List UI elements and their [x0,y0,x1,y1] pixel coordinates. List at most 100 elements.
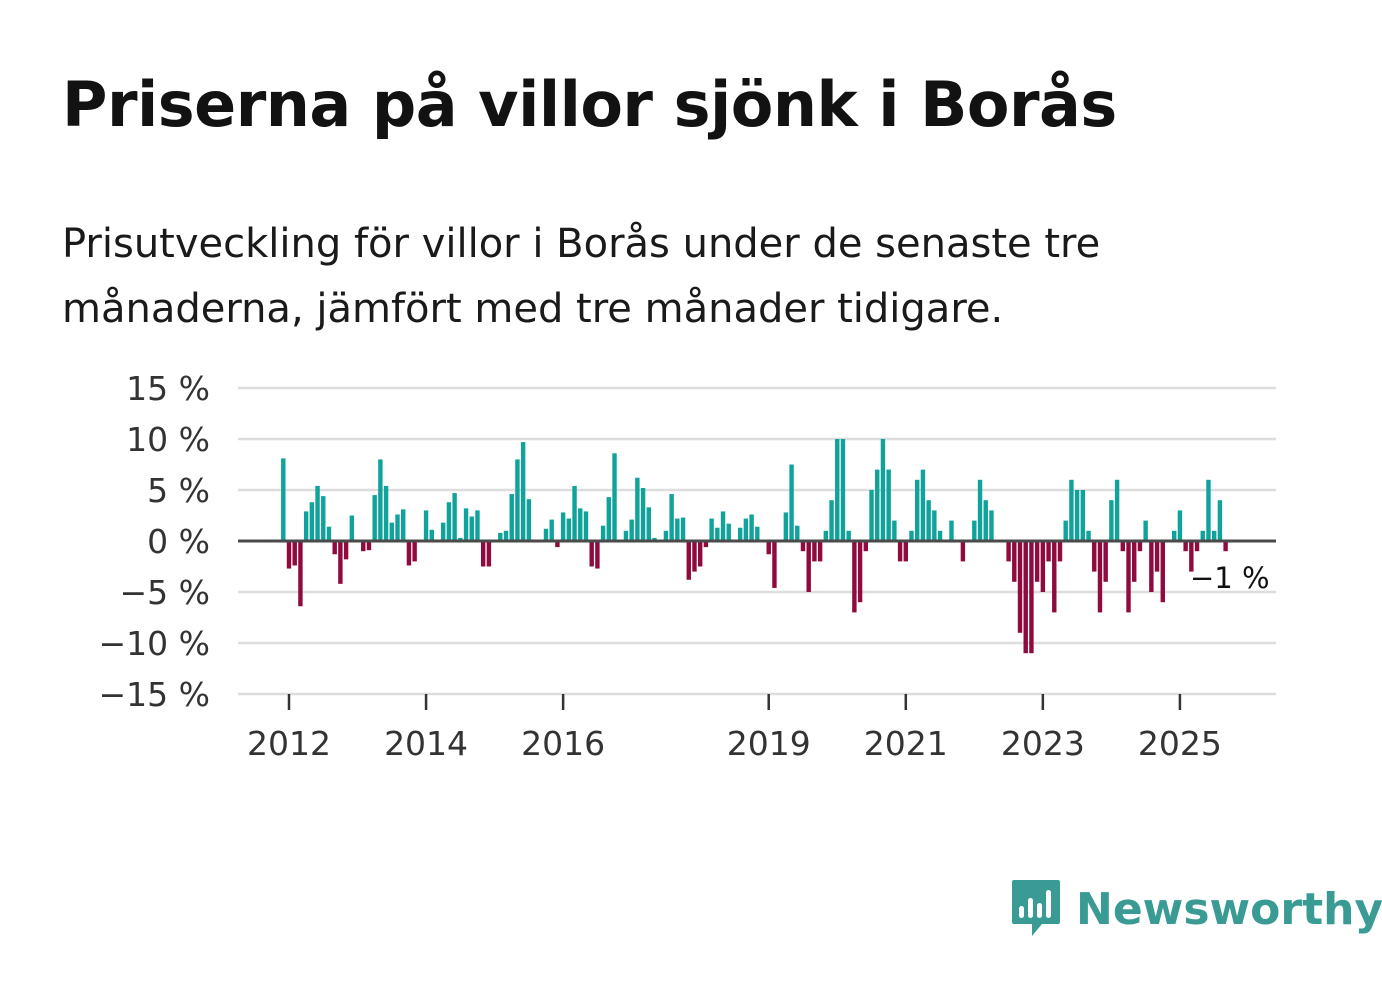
bar [800,541,806,552]
bar [281,458,286,541]
bar [378,459,383,541]
y-axis-labels: 15 % 10 % 5 % 0 % −5 % −10 % −15 % [99,369,211,714]
bar [498,532,503,541]
bar [817,541,823,562]
bar [1034,541,1040,582]
y-tick-label: −5 % [120,573,211,612]
bar [1097,541,1103,613]
bar [429,529,434,541]
bar [840,439,846,541]
bar [869,490,874,541]
bar [560,512,566,541]
bar [458,537,463,541]
bar [286,541,292,569]
bar [566,518,572,541]
bar [977,479,983,541]
bar [555,541,560,548]
bar [960,541,966,562]
brand-logo: Newsworthy [1010,878,1382,940]
bar [1172,530,1177,541]
bar [463,508,469,541]
bar [852,541,857,613]
bar [857,541,863,603]
bar [1137,541,1143,552]
bar [1200,530,1205,541]
x-tick-label: 2019 [727,724,811,763]
bar [315,485,320,541]
bar [949,520,954,541]
bar [480,541,486,567]
last-value-label: −1 % [1190,561,1270,595]
bar [1074,490,1080,541]
bar [915,479,920,541]
bar [1177,510,1183,541]
bar [903,541,908,562]
bar [1143,520,1148,541]
bar [1092,541,1097,572]
x-axis: 2012 2014 2016 2019 2021 2023 2025 [247,694,1222,763]
bar [332,541,337,555]
bar [292,541,297,566]
bar [823,530,829,541]
bar [1223,541,1228,552]
bar [835,439,840,541]
bar [338,541,343,584]
bar [383,485,389,541]
bars [281,439,1228,654]
bar [423,510,429,541]
y-tick-label: −10 % [99,624,211,663]
bar [509,494,514,541]
bar [406,541,412,566]
bar [680,517,686,541]
x-tick-label: 2025 [1138,724,1222,763]
bar [1046,541,1051,562]
bar [475,510,480,541]
bar [452,493,457,541]
bar [646,507,651,541]
bar [589,541,594,567]
bar [635,477,640,541]
bar [309,502,315,541]
bar [1052,541,1057,613]
bar-chart: 15 %10 %5 %0 %−5 %−10 %−15 % 2012 2014 201… [99,369,1276,763]
bar [675,518,680,541]
bar [572,485,577,541]
bar [755,526,760,541]
bar [1103,541,1108,582]
bar [806,541,811,592]
bar [486,541,492,567]
bar [595,541,600,569]
bar [520,442,526,541]
bar [715,527,720,541]
bar [886,469,891,541]
bar [583,511,589,541]
x-tick-label: 2016 [521,724,605,763]
brand-name: Newsworthy [1076,883,1382,935]
bar [789,464,794,541]
y-tick-label: 10 % [126,420,210,459]
bar [606,497,612,541]
newsworthy-logo-icon [1012,880,1060,936]
bar [326,526,332,541]
bar [937,530,943,541]
bar [1086,530,1091,541]
bar [1063,520,1068,541]
bar [578,508,583,541]
bar [515,459,520,541]
chart-title: Priserna på villor sjönk i Borås [62,68,1117,141]
bar [349,515,355,541]
bar [361,541,366,552]
bar [920,469,926,541]
bar [932,510,937,541]
chart-subtitle: Prisutveckling för villor i Borås under … [62,221,1101,332]
x-tick-label: 2014 [384,724,468,763]
bar [697,541,703,567]
bar [737,527,743,541]
bar [298,541,303,607]
x-tick-label: 2023 [1001,724,1085,763]
bar [395,514,400,541]
bar [812,541,817,562]
bar [1132,541,1137,582]
bar [612,453,617,541]
bar [1114,479,1120,541]
